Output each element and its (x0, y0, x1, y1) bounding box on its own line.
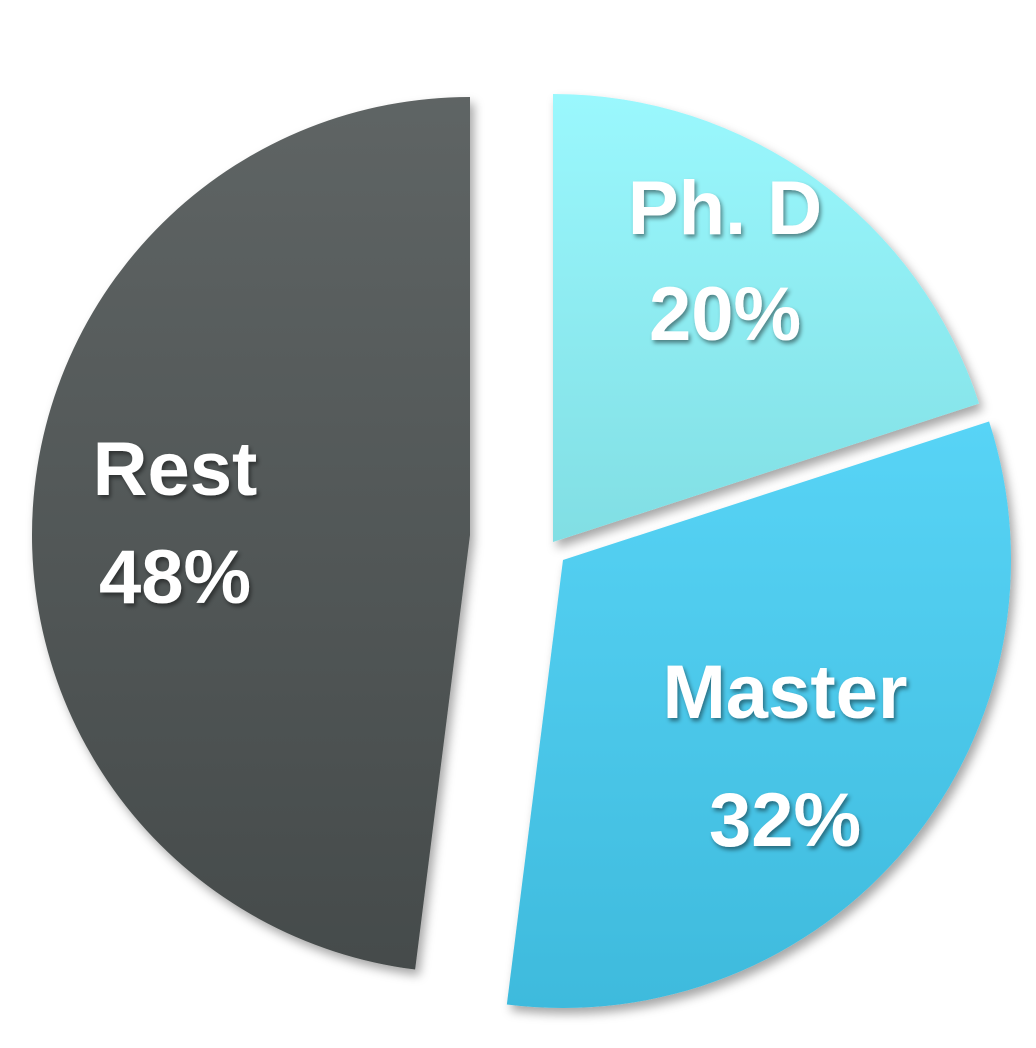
slice-label-master: Master (663, 650, 908, 735)
pie-slice-shading-rest (31, 97, 471, 970)
pie-slice-shading-master (506, 421, 1011, 1008)
slice-label-ph-d: Ph. D (628, 166, 822, 251)
slice-value-label-master: 32% (709, 778, 861, 863)
slice-label-rest: Rest (93, 427, 258, 512)
pie-slice-shading-ph-d (553, 94, 980, 542)
slice-value-label-ph-d: 20% (649, 272, 801, 357)
slice-value-label-rest: 48% (99, 535, 251, 620)
